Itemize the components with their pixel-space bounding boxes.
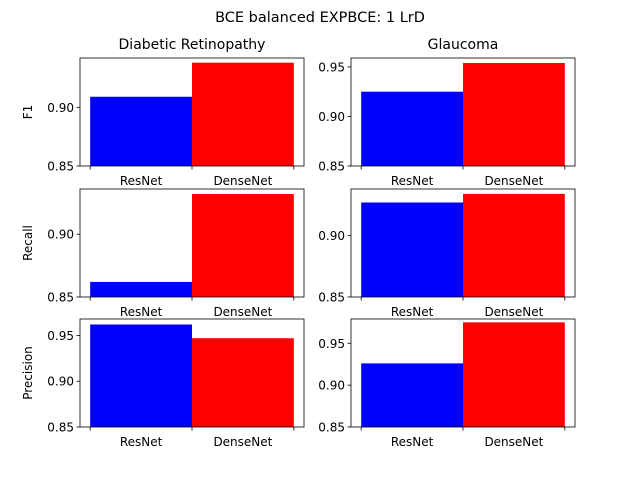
y-tick-label: 0.95 [318,60,345,74]
y-tick-label: 0.85 [47,421,74,435]
bar-resnet [90,324,192,427]
x-tick-label: DenseNet [484,305,543,319]
y-axis-label: Recall [21,225,35,261]
x-tick-label: ResNet [120,435,163,449]
subplot-5: 0.85 0.90 0.95 ResNet DenseNet Precision [21,318,305,449]
y-tick-label: 0.90 [47,375,74,389]
y-tick-label: 0.85 [318,160,345,174]
subplot-title: Diabetic Retinopathy [119,37,266,53]
x-tick-label: DenseNet [484,174,543,188]
y-tick-label: 0.90 [47,228,74,242]
x-tick-label: ResNet [120,305,163,319]
y-tick-label: 0.85 [318,291,345,305]
subplot-title: Glaucoma [428,37,499,53]
x-tick-label: ResNet [391,435,434,449]
x-tick-label: DenseNet [213,435,272,449]
bar-densenet [192,338,294,427]
y-tick-label: 0.90 [47,101,74,115]
bar-densenet [463,193,565,297]
bar-resnet [361,202,463,297]
y-tick-label: 0.85 [47,160,74,174]
y-tick-label: 0.85 [47,291,74,305]
y-axis-label: F1 [21,105,35,120]
x-tick-label: DenseNet [213,174,272,188]
x-tick-label: ResNet [391,305,434,319]
x-tick-label: DenseNet [213,305,272,319]
bar-densenet [463,322,565,427]
y-tick-label: 0.90 [318,379,345,393]
figure-suptitle: BCE balanced EXPBCE: 1 LrD [215,10,425,26]
y-tick-label: 0.95 [318,337,345,351]
y-tick-label: 0.95 [47,329,74,343]
y-axis-label: Precision [21,346,35,400]
bar-resnet [90,281,192,297]
subplot-6: 0.85 0.90 0.95 ResNet DenseNet [318,318,576,449]
subplot-3: 0.85 0.90 ResNet DenseNet Recall [21,188,305,319]
y-tick-label: 0.85 [318,421,345,435]
x-tick-label: ResNet [391,174,434,188]
y-tick-label: 0.90 [318,229,345,243]
bar-resnet [361,363,463,427]
subplot-grid: 0.85 0.90 ResNet DenseNet Diabetic Retinopat… [21,37,576,449]
subplot-4: 0.85 0.90 ResNet DenseNet [318,188,576,319]
bar-resnet [90,96,192,166]
x-tick-label: ResNet [120,174,163,188]
bar-densenet [192,194,294,297]
subplot-2: 0.85 0.90 0.95 ResNet DenseNet Glaucoma [318,37,576,188]
bar-resnet [361,91,463,166]
bar-densenet [192,62,294,167]
subplot-1: 0.85 0.90 ResNet DenseNet Diabetic Retinopat… [21,37,305,188]
bar-densenet [463,62,565,166]
y-tick-label: 0.90 [318,110,345,124]
x-tick-label: DenseNet [484,435,543,449]
